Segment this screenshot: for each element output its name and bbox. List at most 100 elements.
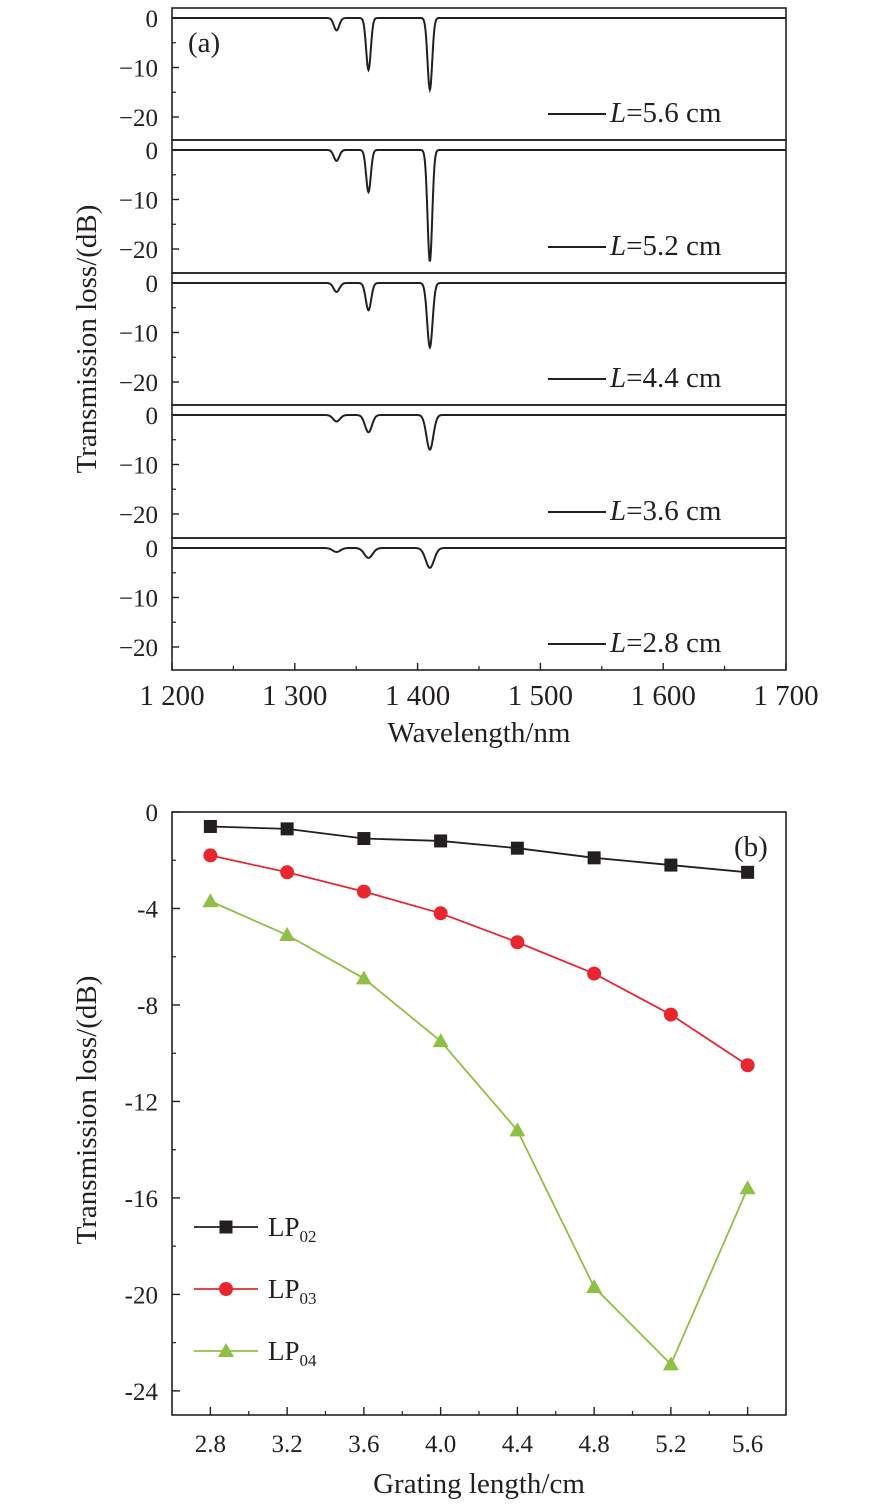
x-tick-label: 1 200	[139, 680, 204, 712]
data-point	[202, 893, 219, 908]
x-tick-label: 4.0	[425, 1431, 456, 1458]
legend-name: LP	[268, 1336, 300, 1366]
spectrum-line	[172, 547, 786, 569]
x-tick-label: 4.4	[502, 1431, 534, 1458]
subplot-1: 0 −10 −20 L=5.6 cm	[119, 6, 787, 141]
panel-label: (a)	[188, 27, 220, 59]
legend-value: =2.8 cm	[626, 627, 722, 659]
legend-label: L=3.6 cm	[609, 495, 722, 527]
y-tick-label: −20	[119, 635, 158, 662]
x-axis-label: Wavelength/nm	[388, 717, 571, 749]
y-tick-label: -16	[125, 1186, 158, 1213]
y-tick-label: 0	[146, 403, 159, 430]
spectrum-line	[172, 17, 786, 94]
legend-marker	[219, 1220, 233, 1234]
legend-variable: L	[609, 230, 626, 262]
spectrum-line	[172, 414, 786, 451]
x-tick-label: 3.2	[272, 1431, 303, 1458]
legend-entry: LP04	[194, 1336, 317, 1370]
y-tick-label: 0	[146, 6, 159, 33]
legend-label: LP03	[268, 1274, 317, 1308]
y-tick-label: -8	[137, 993, 158, 1020]
legend-subscript: 02	[300, 1227, 317, 1246]
x-axis-label: Grating length/cm	[373, 1468, 585, 1500]
x-tick-label: 1 700	[753, 680, 818, 712]
legend-variable: L	[609, 627, 626, 659]
x-tick-label: 1 600	[631, 680, 696, 712]
panel-b-loss-vs-length: 0 -4 -8 -12 -16 -20 -24 2.8 3.2 3.6 4.0 4.4 4.8 5.2 5.…	[71, 800, 787, 1500]
legend-subscript: 04	[300, 1351, 318, 1370]
data-point	[587, 851, 601, 865]
legend-value: =3.6 cm	[626, 495, 722, 527]
y-tick-label: 0	[146, 271, 159, 298]
y-tick-label: −20	[119, 237, 158, 264]
legend-value: =4.4 cm	[626, 362, 722, 394]
data-point	[357, 832, 371, 846]
y-tick-label: -12	[125, 1089, 158, 1116]
data-point	[432, 1033, 449, 1048]
series-lp04	[202, 893, 756, 1371]
legend-entry: LP03	[194, 1274, 317, 1308]
panel-a-spectra: 0−10−20 L=5.6 cm0−10−20 L=5.2 cm0−10−20 L=4…	[71, 6, 819, 749]
data-point	[662, 1356, 679, 1371]
y-tick-label: −20	[119, 370, 158, 397]
y-tick-label: -24	[125, 1379, 159, 1406]
legend-value: =5.6 cm	[626, 97, 722, 129]
series-line	[210, 854, 749, 1067]
data-point	[203, 848, 218, 863]
series-line	[210, 825, 748, 874]
y-axis-label: Transmission loss/(dB)	[71, 205, 103, 474]
legend-subscript: 03	[300, 1289, 317, 1308]
data-point	[586, 1279, 603, 1294]
subplot-3: 0 −10 −20 L=4.4 cm	[119, 271, 787, 406]
y-tick-label: −10	[119, 56, 158, 83]
data-point	[510, 841, 524, 855]
x-tick-label: 1 400	[385, 680, 450, 712]
y-axis-label: Transmission loss/(dB)	[71, 976, 103, 1245]
legend-label: L=4.4 cm	[609, 362, 722, 394]
x-tick-label: 1 500	[508, 680, 573, 712]
y-tick-label: 0	[146, 536, 159, 563]
x-tick-label: 2.8	[195, 1431, 226, 1458]
data-point	[356, 884, 371, 899]
legend-label: L=2.8 cm	[609, 627, 722, 659]
data-point	[279, 927, 296, 942]
data-point	[739, 1180, 756, 1195]
data-point	[280, 865, 295, 880]
legend-entry: LP02	[194, 1212, 317, 1246]
data-point	[664, 858, 678, 872]
plot-frame	[171, 811, 787, 1416]
data-point	[740, 1058, 755, 1073]
data-point	[587, 966, 602, 981]
legend-marker	[218, 1343, 234, 1357]
x-tick-label: 5.2	[655, 1431, 686, 1458]
data-point	[510, 935, 525, 950]
legend-label: LP04	[268, 1336, 317, 1370]
data-point	[355, 970, 372, 985]
x-tick-label: 3.6	[348, 1431, 379, 1458]
legend-label: LP02	[268, 1212, 317, 1246]
legend-variable: L	[609, 97, 626, 129]
data-point	[433, 906, 448, 921]
legend-marker	[219, 1282, 233, 1296]
subplot-2: 0 −10 −20 L=5.2 cm	[119, 138, 787, 274]
legend-name: LP	[268, 1274, 300, 1304]
y-tick-label: −10	[119, 453, 158, 480]
subplot-4: 0 −10 −20 L=3.6 cm	[119, 403, 787, 539]
y-tick-label: −20	[119, 502, 158, 529]
series-line	[210, 900, 749, 1366]
y-tick-label: −10	[119, 586, 158, 613]
series-lp02	[203, 819, 755, 879]
panel-label: (b)	[734, 831, 768, 863]
legend-variable: L	[609, 495, 626, 527]
data-point	[280, 822, 294, 836]
data-point	[434, 834, 448, 848]
legend-label: L=5.2 cm	[609, 230, 722, 262]
data-point	[509, 1122, 526, 1137]
y-tick-label: −10	[119, 321, 158, 348]
y-tick-label: -4	[137, 896, 158, 923]
y-tick-label: 0	[146, 800, 159, 827]
y-tick-label: -20	[125, 1282, 158, 1309]
data-point	[663, 1007, 678, 1022]
